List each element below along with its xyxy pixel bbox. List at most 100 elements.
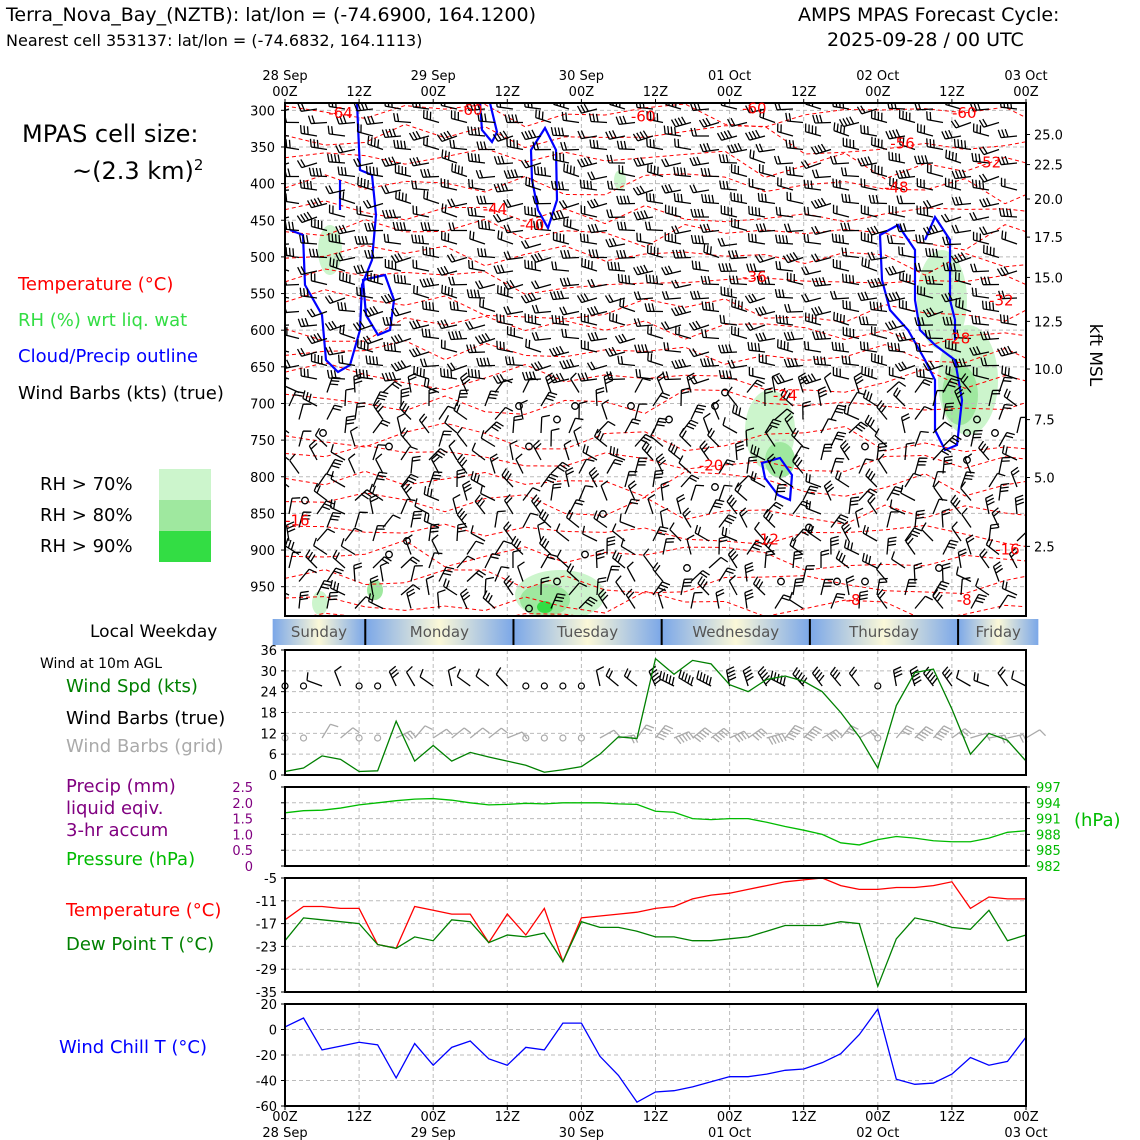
wind-barb xyxy=(652,417,668,434)
wind-barb xyxy=(998,594,1016,609)
wind-barb xyxy=(439,368,458,380)
wind-barb xyxy=(1001,444,1018,461)
wind-barb xyxy=(904,472,922,488)
wind-barb xyxy=(839,440,851,461)
wind-barb xyxy=(604,346,626,357)
pressure-tick-label: 750 xyxy=(250,434,275,449)
wind-barb xyxy=(364,222,384,232)
precip-tick-label: 2.5 xyxy=(232,781,253,796)
wind-barb xyxy=(718,536,728,555)
wind-barb xyxy=(568,582,588,596)
wind-barb xyxy=(727,359,748,369)
wind-barb xyxy=(708,556,729,569)
wind-barb xyxy=(783,331,804,341)
wind-barb xyxy=(865,468,878,488)
wind-barb xyxy=(390,334,412,345)
wind-barb xyxy=(285,305,300,314)
wind-barb xyxy=(755,223,776,233)
wind-barb-grid xyxy=(858,729,880,739)
wind-barb xyxy=(717,344,738,354)
wind-barb xyxy=(605,237,626,248)
wind-barb xyxy=(436,589,446,609)
temperature-contour xyxy=(285,289,1026,323)
wind-barb xyxy=(641,440,654,461)
wind-barb xyxy=(1016,416,1026,434)
wind-barb xyxy=(522,512,539,528)
calm-wind-marker xyxy=(627,402,635,410)
wind-barb xyxy=(748,178,766,191)
wind-barb xyxy=(369,575,379,596)
wind-barb-calm xyxy=(374,682,382,690)
wind-barb xyxy=(915,368,934,380)
hour-tick-label: 12Z xyxy=(939,85,965,100)
wind-barb xyxy=(362,199,384,209)
wind-barb xyxy=(830,592,846,609)
wind-barb xyxy=(914,378,933,393)
wind-barb xyxy=(563,217,580,232)
wind-barb xyxy=(978,118,1000,128)
wind-barb xyxy=(444,414,458,434)
wind-barb xyxy=(688,375,710,385)
wind-barb xyxy=(456,522,467,542)
wind-barb xyxy=(372,471,388,488)
wind-barb xyxy=(810,143,832,155)
wind-barb-grid xyxy=(618,734,639,744)
temperature-contour xyxy=(285,103,1026,128)
wind-barb xyxy=(914,509,925,528)
wind-barb xyxy=(357,339,374,353)
pressure-tick-label: 991 xyxy=(1036,813,1061,828)
wind-barb xyxy=(368,593,384,610)
wind-barb xyxy=(971,152,990,164)
wind-barb xyxy=(874,428,888,447)
wind-barb xyxy=(450,110,468,124)
wind-barb xyxy=(369,494,379,515)
bottom-hour-label: 00Z xyxy=(865,1110,891,1125)
calm-wind-marker xyxy=(935,564,943,572)
wind-barbs-grid-label: Wind Barbs (grid) xyxy=(66,736,224,757)
wind-barb xyxy=(877,588,888,609)
pressure-tick-label: 850 xyxy=(250,507,275,522)
wind-barb xyxy=(285,216,290,219)
wind-barb xyxy=(843,404,860,421)
wind-barb xyxy=(998,456,1011,474)
temperature-label: Temperature (°C) xyxy=(66,900,222,921)
wind-barb xyxy=(451,163,468,178)
wind-barb xyxy=(362,335,384,345)
legend-wind-barbs: Wind Barbs (kts) (true) xyxy=(18,383,224,404)
wind-barb xyxy=(305,549,318,569)
wind-barb xyxy=(820,578,834,596)
bottom-hour-label: 00Z xyxy=(1013,1110,1039,1125)
wind-barb xyxy=(550,127,570,137)
wind-barb xyxy=(608,312,626,326)
wind-barb xyxy=(556,549,570,569)
wind-barb xyxy=(364,249,384,259)
wind-barb xyxy=(678,455,692,474)
wind-barb xyxy=(774,408,795,420)
wind-barb xyxy=(744,129,766,141)
wind-barb xyxy=(797,372,808,393)
wind-barb xyxy=(474,280,496,290)
wind-barb xyxy=(615,575,626,596)
wind-barb xyxy=(482,590,496,609)
wind-barb xyxy=(942,539,959,555)
wind-barb xyxy=(888,366,906,380)
wind-barb xyxy=(446,362,468,372)
wind-barb xyxy=(829,290,850,300)
calm-wind-marker xyxy=(599,510,607,518)
wind-barb xyxy=(461,480,472,501)
wind-barb xyxy=(316,473,334,488)
wind-barb xyxy=(644,221,664,232)
wind-barb xyxy=(550,483,562,501)
wind-barb xyxy=(367,135,384,151)
wind-barb xyxy=(747,233,766,245)
wind-barb xyxy=(992,561,1004,582)
wind-barb xyxy=(381,128,402,139)
wind-barb xyxy=(1008,547,1018,569)
wind-barb-true xyxy=(678,669,694,687)
wind-barb xyxy=(791,427,804,447)
wind-barb xyxy=(579,233,598,245)
wind-barb xyxy=(446,253,468,263)
y-tick-label: 0 xyxy=(269,769,277,784)
wind-barb xyxy=(347,453,356,474)
wind-barb xyxy=(746,456,758,474)
